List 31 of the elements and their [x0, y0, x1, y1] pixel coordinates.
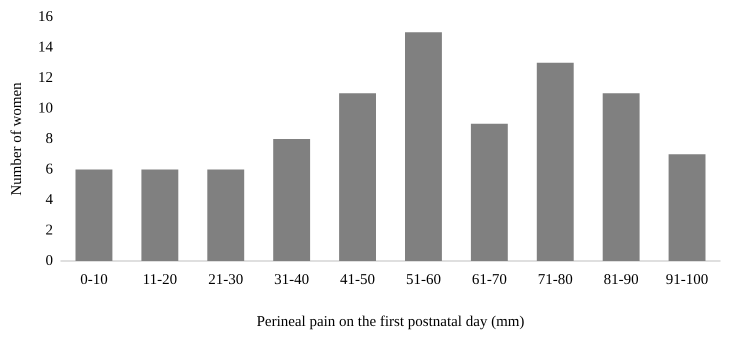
- y-tick-label: 10: [38, 100, 53, 116]
- y-tick-label: 16: [38, 8, 54, 25]
- y-axis-title: Number of women: [8, 82, 25, 196]
- x-tick-label: 21-30: [208, 272, 244, 288]
- bar: [207, 170, 244, 261]
- y-tick-label: 6: [46, 161, 54, 178]
- x-tick-label: 81-90: [604, 272, 639, 288]
- x-axis-title: Perineal pain on the first postnatal day (mm): [256, 314, 524, 330]
- y-tick-label: 0: [46, 252, 53, 269]
- x-tick-label: 51-60: [406, 272, 441, 288]
- bar: [668, 154, 706, 261]
- x-tick-label: 61-70: [472, 272, 507, 288]
- bar: [405, 32, 442, 261]
- x-tick-label: 71-80: [538, 272, 573, 288]
- bar: [339, 93, 376, 261]
- x-tick-label: 91-100: [666, 272, 708, 288]
- bar: [536, 62, 574, 261]
- y-tick-label: 4: [46, 192, 54, 208]
- bar: [602, 93, 640, 261]
- bar: [273, 139, 310, 261]
- x-tick-label: 41-50: [340, 272, 376, 288]
- bar: [470, 124, 508, 261]
- x-tick-label: 31-40: [274, 272, 310, 288]
- y-tick-label: 2: [46, 222, 53, 238]
- x-tick-label: 11-20: [142, 272, 178, 288]
- y-tick-label: 14: [38, 39, 54, 56]
- x-tick-label: 0-10: [80, 272, 108, 288]
- bar: [141, 170, 178, 261]
- y-tick-label: 12: [38, 70, 53, 86]
- bar: [76, 170, 112, 261]
- y-tick-label: 8: [46, 130, 53, 147]
